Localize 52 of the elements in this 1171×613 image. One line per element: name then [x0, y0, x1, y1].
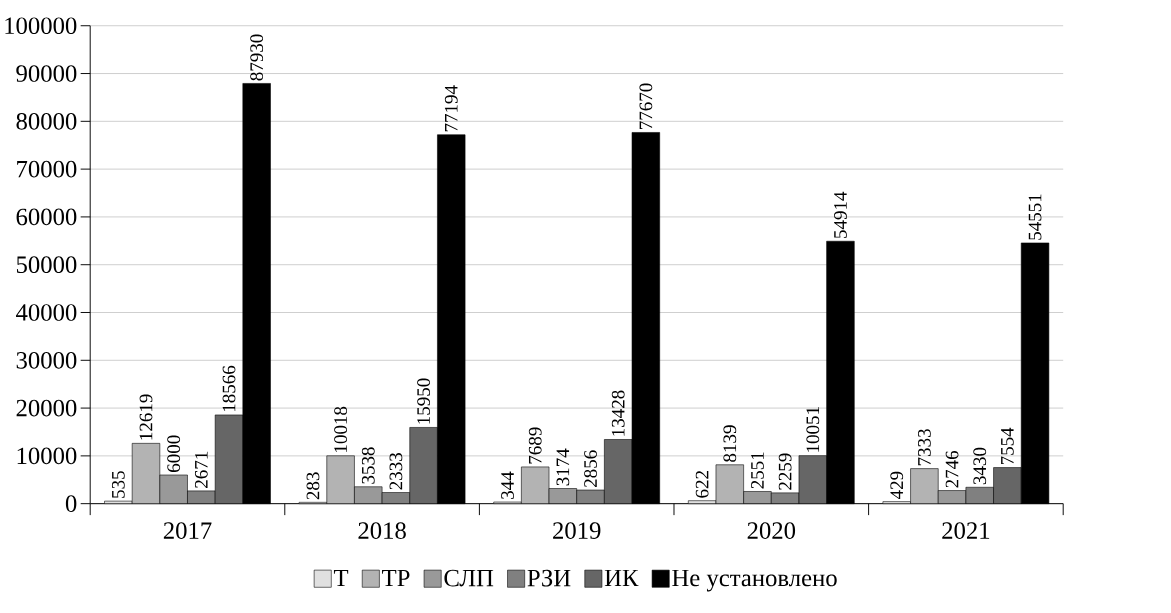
data-label: 3538: [361, 447, 375, 484]
data-label: 2671: [194, 451, 208, 488]
x-tick-label: 2021: [942, 522, 990, 539]
y-tick-label: 100000: [5, 17, 77, 34]
data-label: 54914: [834, 191, 847, 238]
x-tick-label: 2020: [747, 522, 796, 539]
y-tick-label: 50000: [16, 256, 77, 273]
data-label: 7554: [1001, 427, 1014, 464]
data-label: 77670: [639, 83, 653, 129]
legend-label: ТР: [382, 569, 410, 586]
legend-label: Т: [333, 569, 349, 586]
data-label: 2746: [945, 450, 959, 488]
data-label: 15950: [417, 378, 430, 424]
data-label: 18566: [222, 365, 236, 411]
data-label: 10018: [334, 406, 348, 452]
y-tick-label: 30000: [16, 351, 77, 369]
data-label: 3430: [973, 447, 987, 484]
data-label: 2333: [389, 452, 403, 490]
data-label: 3174: [556, 448, 570, 486]
data-label: 2551: [751, 452, 764, 489]
legend-label: СЛП: [444, 569, 494, 587]
data-label: 7333: [918, 428, 931, 465]
data-label: 344: [501, 471, 514, 499]
data-label: 283: [306, 472, 320, 500]
y-tick-label: 60000: [16, 208, 77, 226]
legend-label: РЗИ: [527, 569, 571, 587]
y-tick-label: 0: [65, 495, 77, 512]
data-label: 429: [890, 471, 904, 499]
data-label: 535: [111, 470, 125, 498]
y-tick-label: 80000: [16, 112, 77, 130]
y-tick-label: 10000: [17, 447, 77, 465]
data-label: 13428: [611, 390, 625, 436]
data-label: 54551: [1028, 194, 1042, 240]
x-tick-label: 2018: [358, 522, 406, 539]
x-tick-label: 2017: [163, 522, 212, 539]
data-label: 12619: [139, 394, 153, 440]
legend-label: ИК: [604, 569, 639, 586]
y-tick-label: 90000: [16, 65, 77, 82]
y-tick-label: 70000: [17, 160, 77, 178]
y-tick-label: 20000: [16, 399, 77, 417]
data-label: 77194: [444, 85, 458, 132]
data-label: 2856: [584, 450, 597, 487]
data-label: 622: [695, 470, 709, 498]
data-label: 87930: [250, 34, 264, 81]
data-label: 6000: [167, 435, 181, 472]
legend-label: Не установлено: [672, 569, 837, 592]
y-tick-label: 40000: [16, 303, 77, 321]
x-tick-label: 2019: [553, 522, 601, 539]
data-label: 7689: [528, 427, 542, 464]
data-label: 2259: [778, 453, 792, 490]
data-label: 10051: [806, 406, 820, 452]
data-label: 8139: [723, 425, 737, 462]
